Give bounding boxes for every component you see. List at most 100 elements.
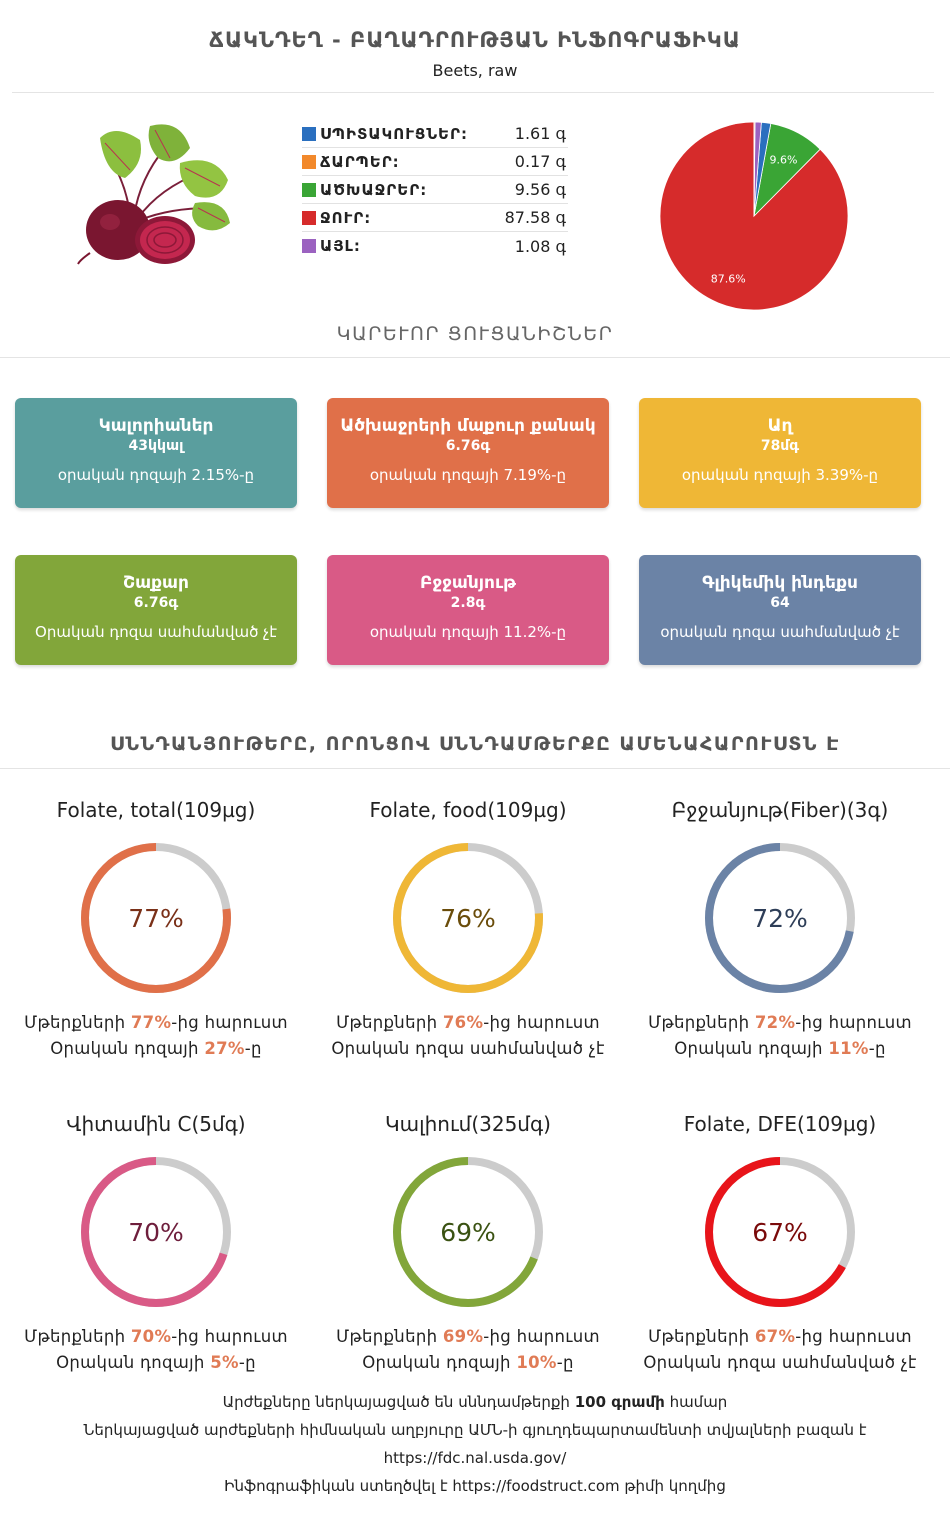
ring-fill bbox=[705, 1157, 855, 1307]
ring-fill bbox=[705, 843, 855, 993]
card-title: Ածխաջրերի մաքուր քանակ bbox=[340, 416, 596, 436]
legend-label: ՃԱՐՊԵՐ: bbox=[320, 152, 400, 171]
nutrient-fiber: Բջջանյութ(Fiber)(3գ) 72% Մթերքների 72%-ի… bbox=[630, 798, 930, 1062]
ring-percent-label: 77% bbox=[128, 904, 184, 933]
ring-fill bbox=[393, 843, 543, 993]
nutrient-title: Folate, total(109µg) bbox=[56, 798, 256, 822]
legend-value: 0.17 գ bbox=[514, 152, 566, 171]
divider bbox=[12, 92, 934, 93]
rank-line: Մթերքների 69%-ից հարուստ bbox=[336, 1327, 600, 1346]
legend-value: 1.08 գ bbox=[514, 236, 566, 256]
daily-value-line: Օրական դոզայի 10%-ը bbox=[362, 1353, 574, 1372]
card-note: օրական դոզայի 11.2%-ը bbox=[369, 623, 567, 641]
rank-line: Մթերքների 77%-ից հարուստ bbox=[24, 1013, 288, 1032]
card-title: Գլիկեմիկ ինդեքս bbox=[702, 573, 858, 593]
legend-label: ՋՈՒՐ: bbox=[320, 208, 372, 227]
food-name: Beets, raw bbox=[432, 61, 518, 80]
legend-label: ՍՊԻՏԱԿՈՒՑՆԵՐ: bbox=[320, 124, 468, 143]
progress-ring: 69% bbox=[393, 1157, 543, 1307]
card-sugar: Շաքար 6.76գ Օրական դոզա սահմանված չէ bbox=[15, 555, 297, 665]
protein-swatch bbox=[302, 126, 316, 141]
card-note: օրական դոզայի 7.19%-ը bbox=[369, 466, 567, 484]
card-glycemic-index: Գլիկեմիկ ինդեքս 64 օրական դոզա սահմանված… bbox=[639, 555, 921, 665]
ring-fill bbox=[81, 1157, 231, 1307]
composition-pie-chart: 87.6% 9.6% bbox=[659, 121, 849, 311]
progress-ring: 77% bbox=[81, 843, 231, 993]
legend-value: 9.56 գ bbox=[514, 180, 566, 199]
card-value: 43կկալ bbox=[128, 438, 184, 454]
nutrient-title: Բջջանյութ(Fiber)(3գ) bbox=[671, 798, 889, 822]
credit-link[interactable]: https://foodstruct.com bbox=[452, 1477, 620, 1495]
ring-fill bbox=[393, 1157, 543, 1307]
legend-row-carbs: ԱԾԽԱՋՐԵՐ: 9.56 գ bbox=[302, 176, 568, 204]
ring-percent-label: 72% bbox=[752, 904, 808, 933]
card-note: օրական դոզա սահմանված չէ bbox=[660, 623, 900, 641]
daily-value-line: Օրական դոզայի 11%-ը bbox=[674, 1039, 886, 1058]
fat-swatch bbox=[302, 154, 316, 169]
rank-line: Մթերքների 72%-ից հարուստ bbox=[648, 1013, 912, 1032]
rank-line: Մթերքների 76%-ից հարուստ bbox=[336, 1013, 600, 1032]
water-swatch bbox=[302, 210, 316, 225]
footer-source-note: Ներկայացված արժեքների հիմնական աղբյուրը … bbox=[83, 1421, 867, 1439]
ring-percent-label: 76% bbox=[440, 904, 496, 933]
carbs-swatch bbox=[302, 182, 316, 197]
ring-percent-label: 67% bbox=[752, 1218, 808, 1247]
footer-credit: Ինֆոգրաֆիկան ստեղծվել է https://foodstru… bbox=[224, 1477, 726, 1495]
card-note: Օրական դոզա սահմանված չէ bbox=[35, 623, 277, 641]
legend-row-water: ՋՈՒՐ: 87.58 գ bbox=[302, 204, 568, 232]
rank-line: Մթերքների 70%-ից հարուստ bbox=[24, 1327, 288, 1346]
card-net-carbs: Ածխաջրերի մաքուր քանակ 6.76գ օրական դոզա… bbox=[327, 398, 609, 508]
beet-illustration bbox=[77, 124, 230, 265]
nutrient-title: Կալիում(325մգ) bbox=[385, 1112, 551, 1136]
card-value: 6.76գ bbox=[445, 438, 491, 454]
progress-ring: 67% bbox=[705, 1157, 855, 1307]
nutrient-vitamin-c: Վիտամին C(5մգ) 70% Մթերքների 70%-ից հարո… bbox=[6, 1112, 306, 1376]
other-swatch bbox=[302, 239, 316, 253]
card-salt: Աղ 78մգ օրական դոզայի 3.39%-ը bbox=[639, 398, 921, 508]
legend-label: ԱՅԼ: bbox=[320, 237, 361, 255]
page-title: ՃԱԿՆԴԵՂ - ԲԱՂԱԴՐՈՒԹՅԱՆ ԻՆՖՈԳՐԱՖԻԿԱ bbox=[209, 28, 741, 52]
nutrient-potassium: Կալիում(325մգ) 69% Մթերքների 69%-ից հարո… bbox=[318, 1112, 618, 1376]
card-title: Աղ bbox=[767, 416, 793, 436]
card-value: 78մգ bbox=[760, 438, 800, 454]
rank-line: Մթերքների 67%-ից հարուստ bbox=[648, 1327, 912, 1346]
ring-fill bbox=[81, 843, 231, 993]
divider bbox=[0, 768, 950, 769]
nutrient-title: Վիտամին C(5մգ) bbox=[66, 1112, 246, 1136]
daily-value-line: Օրական դոզայի 27%-ը bbox=[50, 1039, 262, 1058]
daily-value-line: Օրական դոզայի 5%-ը bbox=[56, 1353, 256, 1372]
card-value: 64 bbox=[770, 595, 790, 611]
legend-row-fat: ՃԱՐՊԵՐ: 0.17 գ bbox=[302, 148, 568, 176]
composition-legend: ՍՊԻՏԱԿՈՒՑՆԵՐ: 1.61 գ ՃԱՐՊԵՐ: 0.17 գ ԱԾԽԱ… bbox=[302, 120, 568, 260]
card-calories: Կալորիաներ 43կկալ օրական դոզայի 2.15%-ը bbox=[15, 398, 297, 508]
ring-percent-label: 70% bbox=[128, 1218, 184, 1247]
legend-value: 87.58 գ bbox=[504, 208, 566, 227]
progress-ring: 76% bbox=[393, 843, 543, 993]
nutrient-title: Folate, DFE(109µg) bbox=[683, 1112, 877, 1136]
divider bbox=[0, 357, 950, 358]
key-indicators-title: ԿԱՐԵՒՈՐ ՑՈՒՑԱՆԻՇՆԵՐ bbox=[336, 323, 614, 345]
progress-ring: 72% bbox=[705, 843, 855, 993]
card-value: 2.8գ bbox=[450, 595, 486, 611]
card-value: 6.76գ bbox=[133, 595, 179, 611]
legend-value: 1.61 գ bbox=[514, 124, 566, 143]
pie-slice bbox=[753, 121, 756, 217]
card-title: Բջջանյութ bbox=[420, 573, 516, 593]
nutrient-title: Folate, food(109µg) bbox=[369, 798, 567, 822]
nutrient-folate-food: Folate, food(109µg) 76% Մթերքների 76%-ից… bbox=[318, 798, 618, 1062]
card-title: Շաքար bbox=[123, 573, 189, 593]
progress-ring: 70% bbox=[81, 1157, 231, 1307]
legend-label: ԱԾԽԱՋՐԵՐ: bbox=[320, 180, 428, 199]
ring-percent-label: 69% bbox=[440, 1218, 496, 1247]
nutrient-folate-total: Folate, total(109µg) 77% Մթերքների 77%-ի… bbox=[6, 798, 306, 1062]
legend-row-protein: ՍՊԻՏԱԿՈՒՑՆԵՐ: 1.61 գ bbox=[302, 120, 568, 148]
card-fiber: Բջջանյութ 2.8գ օրական դոզայի 11.2%-ը bbox=[327, 555, 609, 665]
card-title: Կալորիաներ bbox=[98, 416, 214, 436]
footer-source-link[interactable]: https://fdc.nal.usda.gov/ bbox=[383, 1449, 567, 1467]
rich-nutrients-title: ՍՆՆԴԱՆՅՈՒԹԵՐԸ, ՈՐՈՆՑՈՎ ՍՆՆԴԱՄԹԵՐՔԸ ԱՄԵՆԱ… bbox=[110, 733, 840, 755]
card-note: օրական դոզայի 2.15%-ը bbox=[57, 466, 255, 484]
legend-row-other: ԱՅԼ: 1.08 գ bbox=[302, 232, 568, 260]
nutrient-folate-dfe: Folate, DFE(109µg) 67% Մթերքների 67%-ից … bbox=[630, 1112, 930, 1376]
daily-value-line: Օրական դոզա սահմանված չէ bbox=[331, 1039, 605, 1058]
daily-value-line: Օրական դոզա սահմանված չէ bbox=[643, 1353, 917, 1372]
